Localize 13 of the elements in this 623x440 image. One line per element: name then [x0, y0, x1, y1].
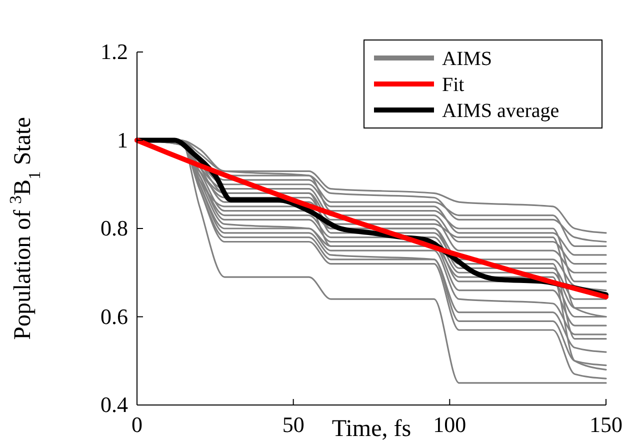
- x-axis-title: Time, fs: [332, 416, 412, 440]
- x-tick-label: 150: [590, 412, 622, 437]
- y-tick-label: 1: [117, 127, 128, 152]
- y-tick-label: 0.8: [100, 216, 128, 240]
- legend-label: Fit: [442, 74, 465, 96]
- y-tick-label: 0.4: [100, 392, 128, 417]
- legend-label: AIMS average: [442, 100, 560, 122]
- legend-label: AIMS: [442, 48, 492, 70]
- y-tick-label: 0.6: [100, 304, 128, 329]
- x-tick-label: 50: [282, 412, 304, 437]
- x-tick-label: 0: [132, 412, 142, 437]
- y-tick-label: 1.2: [100, 39, 128, 64]
- x-tick-label: 100: [433, 412, 466, 437]
